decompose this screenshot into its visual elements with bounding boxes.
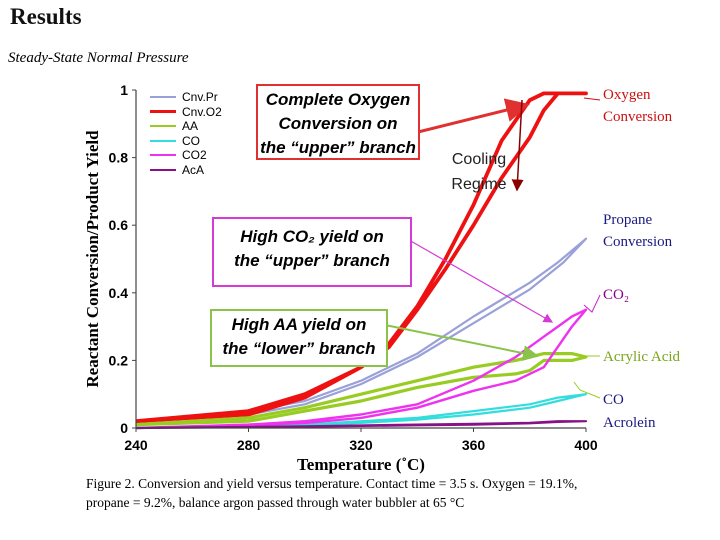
high-co2-callout: High CO₂ yield on the “upper” branch	[212, 217, 412, 287]
oxygen-conversion-label: Oxygen Conversion	[603, 84, 672, 128]
callout-line: the “lower” branch	[222, 339, 376, 358]
co2-label: CO₂	[603, 287, 630, 303]
callout-line: the “upper” branch	[260, 138, 416, 157]
series-line-aca	[135, 420, 588, 430]
x-tick-label: 320	[349, 437, 373, 453]
legend-label: Cnv.Pr	[182, 90, 218, 105]
y-tick-label: 0.2	[109, 352, 129, 368]
propane-conversion-label: Propane Conversion	[603, 209, 672, 253]
x-axis-title: Temperature (˚C)	[297, 455, 425, 474]
legend-item: Cnv.Pr	[150, 90, 240, 105]
y-tick-label: 0.6	[109, 217, 129, 233]
series-line-cnv-pr	[135, 237, 588, 423]
legend-item: AA	[150, 119, 240, 134]
legend-label: Cnv.O2	[182, 104, 222, 119]
callout-line: High AA yield on	[231, 315, 367, 334]
slide-title: Results	[10, 4, 82, 29]
y-tick-label: 1	[120, 82, 128, 98]
y-tick-label: 0	[120, 420, 128, 436]
cooling-regime-label: Cooling Regime	[446, 147, 512, 197]
legend-swatch	[150, 110, 176, 114]
legend-swatch	[150, 125, 176, 128]
callout-line: Complete Oxygen	[265, 90, 411, 109]
legend-item: CO2	[150, 148, 240, 163]
series-line-co2	[135, 308, 588, 430]
legend-item: AcA	[150, 163, 240, 178]
chart-legend: Cnv.Pr Cnv.O2 AA CO CO2 AcA	[150, 90, 240, 177]
complete-oxygen-callout: Complete Oxygen Conversion on the “upper…	[256, 84, 420, 160]
cooling-line: Regime	[451, 176, 507, 193]
legend-item: CO	[150, 134, 240, 149]
legend-swatch	[150, 154, 176, 157]
legend-item: Cnv.O2	[150, 105, 240, 120]
cooling-line: Cooling	[451, 151, 507, 168]
legend-label: AcA	[182, 162, 205, 177]
oxygen-callout-arrow	[417, 98, 530, 134]
callout-line: Conversion on	[278, 114, 398, 133]
acrylic-acid-label: Acrylic Acid	[603, 349, 681, 365]
caption-line: Figure 2. Conversion and yield versus te…	[86, 476, 578, 491]
aa-callout-arrow	[384, 324, 539, 362]
co2-label-leader	[583, 294, 601, 313]
legend-swatch	[150, 96, 176, 99]
legend-label: CO2	[182, 148, 207, 163]
callout-line: High CO₂ yield on	[240, 227, 384, 246]
series-line-aa	[135, 352, 588, 427]
co-label-leader	[573, 381, 601, 399]
x-tick-label: 280	[237, 437, 261, 453]
legend-swatch	[150, 139, 176, 142]
legend-swatch	[150, 168, 176, 171]
series-line-cnv-o2	[135, 91, 588, 424]
figure-caption: Figure 2. Conversion and yield versus te…	[86, 474, 696, 512]
label-line: Propane	[603, 212, 653, 228]
acrolein-label: Acrolein	[603, 415, 656, 431]
label-line: Conversion	[603, 109, 673, 125]
legend-label: AA	[182, 119, 199, 134]
callout-line: the “upper” branch	[234, 251, 390, 270]
label-line: Oxygen	[603, 87, 651, 103]
oxygen-label-leader	[583, 97, 601, 101]
co2-callout-arrow	[408, 239, 554, 323]
x-tick-label: 240	[124, 437, 148, 453]
y-axis-title: Reactant Conversion/Product Yield	[83, 130, 102, 388]
cooling-regime-arrow	[511, 99, 524, 192]
slide-subtitle: Steady-State Normal Pressure	[8, 50, 189, 66]
co-label: CO	[603, 392, 624, 408]
label-line: Conversion	[603, 234, 673, 250]
x-tick-label: 400	[574, 437, 598, 453]
caption-line: propane = 9.2%, balance argon passed thr…	[86, 495, 465, 510]
y-tick-label: 0.8	[109, 150, 129, 166]
series-line-co	[135, 393, 588, 430]
y-tick-label: 0.4	[109, 285, 129, 301]
high-aa-callout: High AA yield on the “lower” branch	[210, 309, 388, 367]
x-tick-label: 360	[462, 437, 486, 453]
legend-label: CO	[182, 133, 200, 148]
